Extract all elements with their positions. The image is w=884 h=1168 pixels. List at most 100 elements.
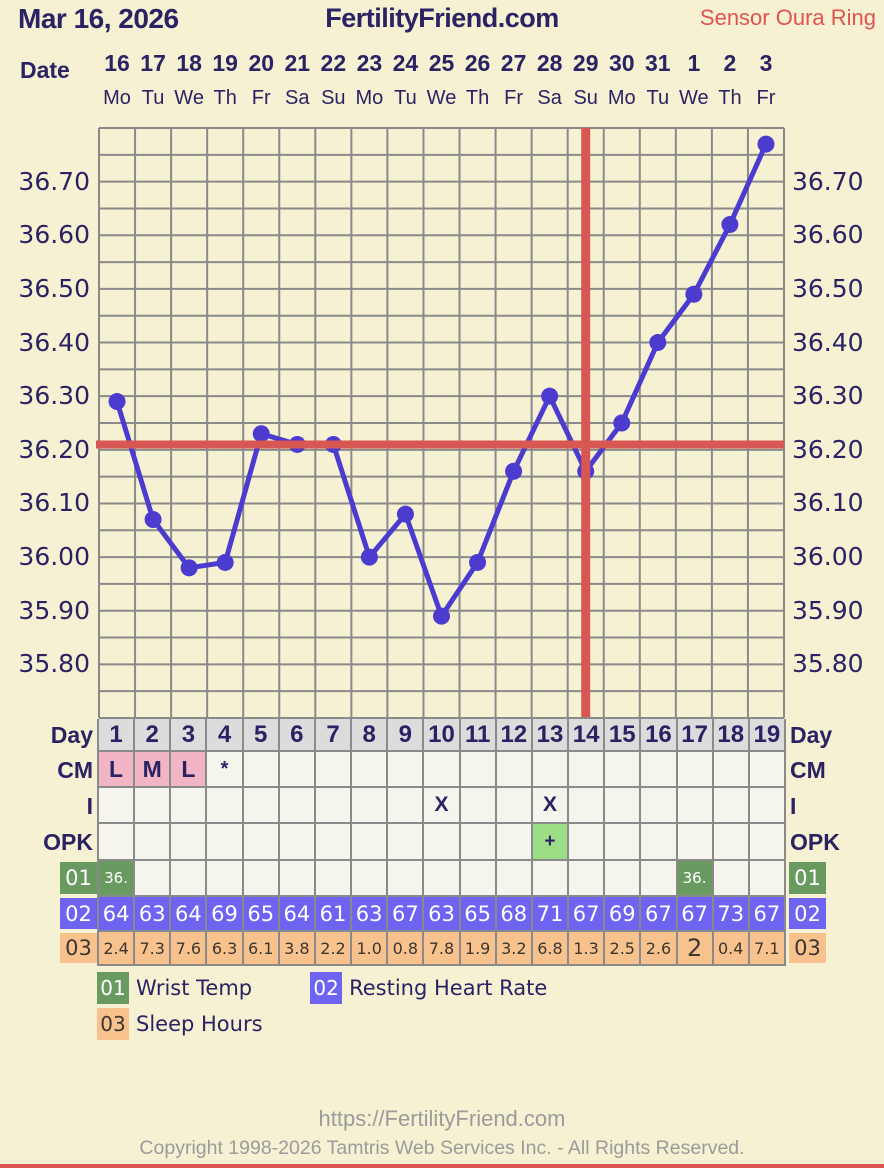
table-cell-day-day9: 9 [388, 719, 425, 752]
temp-point [108, 393, 126, 411]
table-cell-day-day1: 1 [99, 719, 136, 752]
row-label-day-right: Day [790, 722, 833, 748]
table-cell-r01-day6 [279, 861, 316, 897]
table-cell-cm-day14 [569, 752, 606, 788]
y-axis-tick-label: 36.40 [792, 327, 864, 357]
row-label-r01-right: 01 [789, 862, 826, 894]
table-cell-i-day8 [352, 788, 389, 824]
table-cell-opk-day11 [460, 824, 497, 861]
table-cell-r01-day7 [315, 861, 353, 897]
weekday-label: Su [321, 87, 346, 109]
table-cell-r03-day13: 6.8 [532, 932, 570, 966]
table-cell-r01-day4 [207, 861, 244, 897]
footer-copyright: Copyright 1998-2026 Tamtris Web Services… [139, 1137, 745, 1159]
table-cell-opk-day6 [279, 824, 316, 861]
temp-point [577, 462, 595, 480]
table-cell-day-day5: 5 [243, 719, 280, 752]
date-number: 31 [645, 50, 671, 76]
y-axis-tick-label: 36.50 [792, 273, 864, 303]
table-cell-opk-day17 [677, 824, 714, 861]
table-cell-r01-day17: 36. [677, 861, 714, 897]
table-cell-i-day3 [171, 788, 208, 824]
table-cell-r03-day6: 3.8 [279, 932, 316, 966]
table-cell-r03-day18: 0.4 [713, 932, 750, 966]
temp-point [144, 511, 162, 529]
weekday-label: Sa [285, 87, 310, 109]
row-label-opk-right: OPK [790, 829, 840, 855]
weekday-label: Th [213, 87, 237, 109]
date-number: 26 [464, 50, 491, 76]
table-cell-day-day10: 10 [424, 719, 461, 752]
table-cell-r03-day8: 1.0 [352, 932, 389, 966]
table-cell-i-day9 [388, 788, 425, 824]
table-row-cm: L M L * [97, 752, 786, 788]
y-axis-tick-label: 35.80 [18, 649, 90, 679]
row-label-r01-left: 01 [60, 862, 97, 894]
site-title: FertilityFriend.com [325, 3, 559, 33]
table-cell-r01-day9 [388, 861, 425, 897]
y-axis-tick-label: 35.90 [18, 595, 90, 625]
table-cell-day-day2: 2 [135, 719, 172, 752]
table-cell-r03-day19: 7.1 [749, 932, 786, 966]
table-cell-r02-day18: 73 [713, 897, 750, 932]
temp-point [216, 553, 234, 571]
footer-url: https://FertilityFriend.com [318, 1106, 566, 1131]
table-cell-cm-day1: L [99, 752, 136, 788]
temp-point [252, 425, 270, 443]
table-cell-day-day15: 15 [605, 719, 642, 752]
table-cell-cm-day18 [713, 752, 750, 788]
table-cell-cm-day6 [279, 752, 316, 788]
row-label-i-left: I [86, 793, 93, 819]
y-axis-tick-label: 36.00 [792, 542, 864, 572]
date-number: 18 [176, 50, 202, 76]
table-cell-opk-day8 [352, 824, 389, 861]
y-axis-tick-label: 36.40 [18, 327, 90, 357]
table-cell-opk-day10 [424, 824, 461, 861]
table-cell-opk-day14 [569, 824, 606, 861]
weekday-label: Tu [394, 87, 417, 109]
legend-label: Sleep Hours [136, 1012, 263, 1036]
y-axis-tick-label: 36.70 [18, 166, 90, 196]
table-cell-r03-day15: 2.5 [605, 932, 642, 966]
table-cell-day-day3: 3 [171, 719, 208, 752]
row-label-i-right: I [790, 793, 797, 819]
table-cell-i-day6 [279, 788, 316, 824]
table-cell-i-day1 [99, 788, 136, 824]
table-cell-i-day15 [605, 788, 642, 824]
table-cell-i-day2 [135, 788, 172, 824]
table-cell-r01-day3 [171, 861, 208, 897]
legend-badge-01: 01 [97, 972, 129, 1004]
table-cell-i-day14 [569, 788, 606, 824]
table-cell-r02-day2: 63 [135, 897, 172, 932]
y-axis-tick-label: 36.20 [18, 434, 90, 464]
table-cell-r02-day7: 61 [315, 897, 353, 932]
weekday-label: We [174, 87, 204, 109]
table-cell-cm-day12 [496, 752, 533, 788]
chart-date: Mar 16, 2026 [18, 3, 179, 34]
table-cell-i-day7 [315, 788, 353, 824]
table-cell-r03-day5: 6.1 [243, 932, 280, 966]
row-label-r02-left: 02 [60, 898, 97, 929]
date-number: 23 [356, 50, 383, 76]
row-label-r03-right: 03 [789, 933, 826, 963]
table-cell-r01-day1: 36. [99, 861, 136, 897]
table-cell-opk-day3 [171, 824, 208, 861]
table-cell-r02-day12: 68 [496, 897, 533, 932]
table-cell-r02-day14: 67 [569, 897, 606, 932]
table-cell-cm-day17 [677, 752, 714, 788]
y-axis-tick-label: 35.90 [792, 595, 864, 625]
table-cell-r01-day2 [135, 861, 172, 897]
legend-row: 01 Wrist Temp 02 Resting Heart Rate [97, 972, 547, 1004]
table-cell-day-day16: 16 [641, 719, 678, 752]
sensor-label: Sensor Oura Ring [699, 5, 876, 30]
table-cell-r02-day15: 69 [605, 897, 642, 932]
table-cell-day-day17: 17 [677, 719, 714, 752]
table-cell-opk-day1 [99, 824, 136, 861]
y-axis-tick-label: 36.30 [18, 381, 90, 411]
table-cell-cm-day11 [460, 752, 497, 788]
row-label-r03-left: 03 [60, 933, 97, 963]
table-cell-cm-day10 [424, 752, 461, 788]
table-cell-r01-day10 [424, 861, 461, 897]
table-cell-r01-day13 [532, 861, 570, 897]
table-cell-r02-day4: 69 [207, 897, 244, 932]
